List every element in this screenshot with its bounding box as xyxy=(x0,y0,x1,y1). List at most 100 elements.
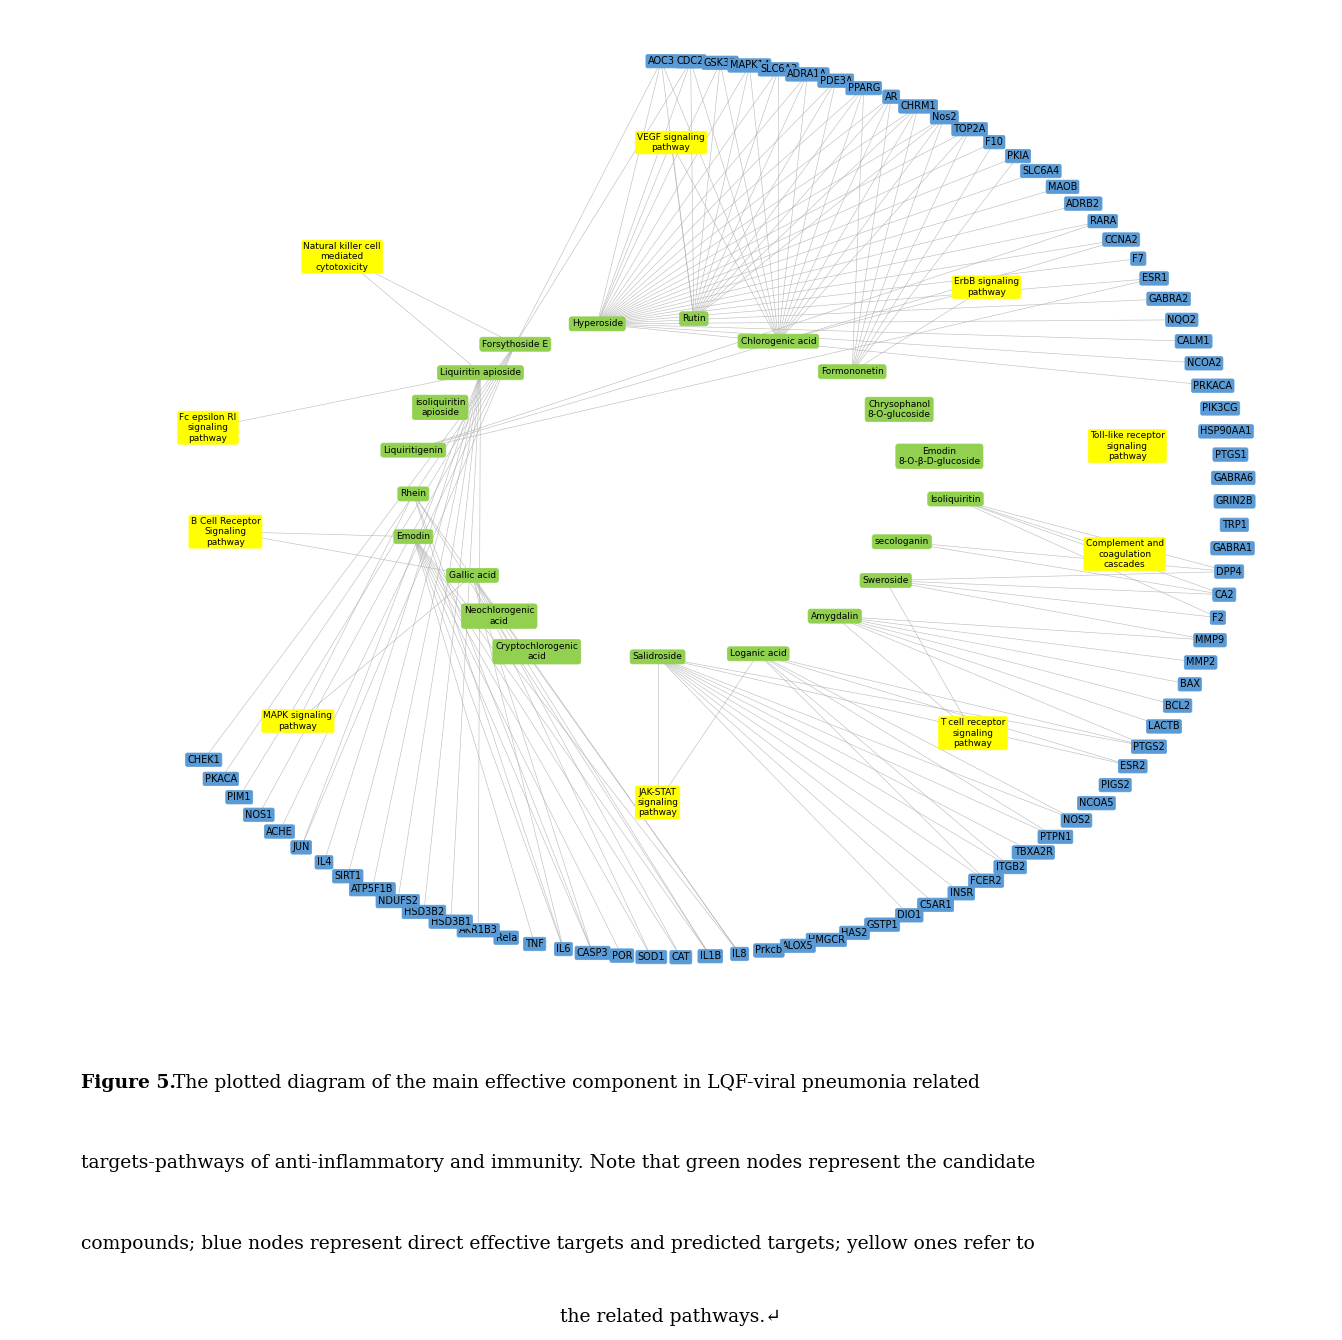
Text: T cell receptor
signaling
pathway: T cell receptor signaling pathway xyxy=(941,718,1005,748)
Text: Isoliquiritin: Isoliquiritin xyxy=(930,494,981,504)
Text: Gallic acid: Gallic acid xyxy=(448,571,497,580)
Text: Nos2: Nos2 xyxy=(931,113,957,122)
Text: GABRA1: GABRA1 xyxy=(1212,543,1252,553)
Text: ACHE: ACHE xyxy=(266,827,293,836)
Text: RARA: RARA xyxy=(1090,216,1117,226)
Text: MAOB: MAOB xyxy=(1048,182,1078,192)
Text: BCL2: BCL2 xyxy=(1165,701,1190,710)
Text: ESR2: ESR2 xyxy=(1121,761,1145,772)
Text: SIRT1: SIRT1 xyxy=(334,871,361,882)
Text: PDE3A: PDE3A xyxy=(820,75,852,86)
Text: PIK3CG: PIK3CG xyxy=(1202,403,1239,414)
Text: Rela: Rela xyxy=(495,933,517,943)
Text: TBXA2R: TBXA2R xyxy=(1013,847,1053,858)
Text: Salidroside: Salidroside xyxy=(632,653,683,662)
Text: Cryptochlorogenic
acid: Cryptochlorogenic acid xyxy=(495,642,578,662)
Text: MAPK14: MAPK14 xyxy=(730,60,769,71)
Text: Natural killer cell
mediated
cytotoxicity: Natural killer cell mediated cytotoxicit… xyxy=(303,241,381,272)
Text: B Cell Receptor
Signaling
pathway: B Cell Receptor Signaling pathway xyxy=(191,517,260,547)
Text: PTPN1: PTPN1 xyxy=(1040,832,1071,842)
Text: AOC3: AOC3 xyxy=(648,56,675,66)
Text: GABRA6: GABRA6 xyxy=(1213,473,1253,482)
Text: FCER2: FCER2 xyxy=(970,875,1002,886)
Text: NCOA5: NCOA5 xyxy=(1079,799,1114,808)
Text: NOS1: NOS1 xyxy=(246,809,272,820)
Text: secologanin: secologanin xyxy=(875,537,929,547)
Text: Chlorogenic acid: Chlorogenic acid xyxy=(741,336,816,346)
Text: F7: F7 xyxy=(1133,253,1145,264)
Text: CDC2: CDC2 xyxy=(676,56,705,67)
Text: CALM1: CALM1 xyxy=(1177,336,1210,346)
Text: ESR1: ESR1 xyxy=(1142,273,1166,284)
Text: Loganic acid: Loganic acid xyxy=(730,650,786,658)
Text: IL1B: IL1B xyxy=(699,951,721,961)
Text: SOD1: SOD1 xyxy=(637,951,666,962)
Text: HSD3B2: HSD3B2 xyxy=(404,907,444,917)
Text: Emodin
8-O-β-D-glucoside: Emodin 8-O-β-D-glucoside xyxy=(898,446,981,466)
Text: Amygdalin: Amygdalin xyxy=(811,611,859,620)
Text: Figure 5.: Figure 5. xyxy=(81,1073,176,1092)
Text: JUN: JUN xyxy=(293,843,310,852)
Text: Liquiritigenin: Liquiritigenin xyxy=(384,446,443,454)
Text: IL4: IL4 xyxy=(317,858,331,867)
Text: the related pathways.↵: the related pathways.↵ xyxy=(561,1308,781,1327)
Text: HSD3B1: HSD3B1 xyxy=(431,917,471,927)
Text: PTGS1: PTGS1 xyxy=(1215,450,1247,460)
Text: NCOA2: NCOA2 xyxy=(1186,358,1221,369)
Text: ADRA1A: ADRA1A xyxy=(788,70,828,79)
Text: SLC6A4: SLC6A4 xyxy=(1023,166,1059,176)
Text: PKACA: PKACA xyxy=(205,775,238,784)
Text: Rhein: Rhein xyxy=(400,489,427,498)
Text: CA2: CA2 xyxy=(1215,590,1235,600)
Text: GRIN2B: GRIN2B xyxy=(1216,496,1253,507)
Text: TOP2A: TOP2A xyxy=(954,125,986,134)
Text: F2: F2 xyxy=(1212,612,1224,623)
Text: TRP1: TRP1 xyxy=(1221,520,1247,529)
Text: ALOX5: ALOX5 xyxy=(782,941,813,951)
Text: BAX: BAX xyxy=(1180,679,1200,689)
Text: Neochlorogenic
acid: Neochlorogenic acid xyxy=(464,607,534,626)
Text: GABRA2: GABRA2 xyxy=(1149,293,1189,304)
Text: Forsythoside E: Forsythoside E xyxy=(482,340,549,348)
Text: Liquiritin apioside: Liquiritin apioside xyxy=(440,369,521,378)
Text: IL8: IL8 xyxy=(733,949,747,959)
Text: targets-pathways of anti-inflammatory and immunity. Note that green nodes repres: targets-pathways of anti-inflammatory an… xyxy=(81,1154,1035,1172)
Text: Prkcb: Prkcb xyxy=(756,946,782,955)
Text: MMP9: MMP9 xyxy=(1196,635,1224,646)
Text: PPARG: PPARG xyxy=(848,83,880,92)
Text: CCNA2: CCNA2 xyxy=(1104,234,1138,244)
Text: Complement and
coagulation
cascades: Complement and coagulation cascades xyxy=(1086,539,1164,570)
Text: NDUFS2: NDUFS2 xyxy=(377,896,417,906)
Text: compounds; blue nodes represent direct effective targets and predicted targets; : compounds; blue nodes represent direct e… xyxy=(81,1234,1035,1253)
Text: MMP2: MMP2 xyxy=(1186,658,1216,667)
Text: CHRM1: CHRM1 xyxy=(900,102,935,111)
Text: Toll-like receptor
signaling
pathway: Toll-like receptor signaling pathway xyxy=(1090,431,1165,461)
Text: DPP4: DPP4 xyxy=(1216,567,1243,576)
Text: NQO2: NQO2 xyxy=(1168,315,1196,324)
Text: Formononetin: Formononetin xyxy=(821,367,883,377)
Text: F10: F10 xyxy=(985,137,1004,147)
Text: AR: AR xyxy=(884,91,898,102)
Text: PIM1: PIM1 xyxy=(228,792,251,803)
Text: JAK-STAT
signaling
pathway: JAK-STAT signaling pathway xyxy=(637,788,678,817)
Text: DIO1: DIO1 xyxy=(896,910,922,921)
Text: HMGCR: HMGCR xyxy=(808,935,845,945)
Text: CAT: CAT xyxy=(671,953,690,962)
Text: Emodin: Emodin xyxy=(396,532,431,541)
Text: SLC6A3: SLC6A3 xyxy=(760,64,797,74)
Text: Hyperoside: Hyperoside xyxy=(572,319,623,328)
Text: HSP90AA1: HSP90AA1 xyxy=(1200,426,1252,437)
Text: CHEK1: CHEK1 xyxy=(188,754,220,765)
Text: LACTB: LACTB xyxy=(1149,721,1180,732)
Text: ATP5F1B: ATP5F1B xyxy=(352,884,393,894)
Text: Rutin: Rutin xyxy=(682,315,706,323)
Text: ITGB2: ITGB2 xyxy=(996,862,1025,872)
Text: PTGS2: PTGS2 xyxy=(1133,741,1165,752)
Text: PKIA: PKIA xyxy=(1006,151,1029,161)
Text: Chrysophanol
8-O-glucoside: Chrysophanol 8-O-glucoside xyxy=(868,399,930,419)
Text: The plotted diagram of the main effective component in LQF-viral pneumonia relat: The plotted diagram of the main effectiv… xyxy=(168,1073,981,1092)
Text: CASP3: CASP3 xyxy=(577,947,608,958)
Text: INSR: INSR xyxy=(950,888,973,898)
Text: HAS2: HAS2 xyxy=(841,927,868,938)
Text: ADRB2: ADRB2 xyxy=(1066,198,1100,209)
